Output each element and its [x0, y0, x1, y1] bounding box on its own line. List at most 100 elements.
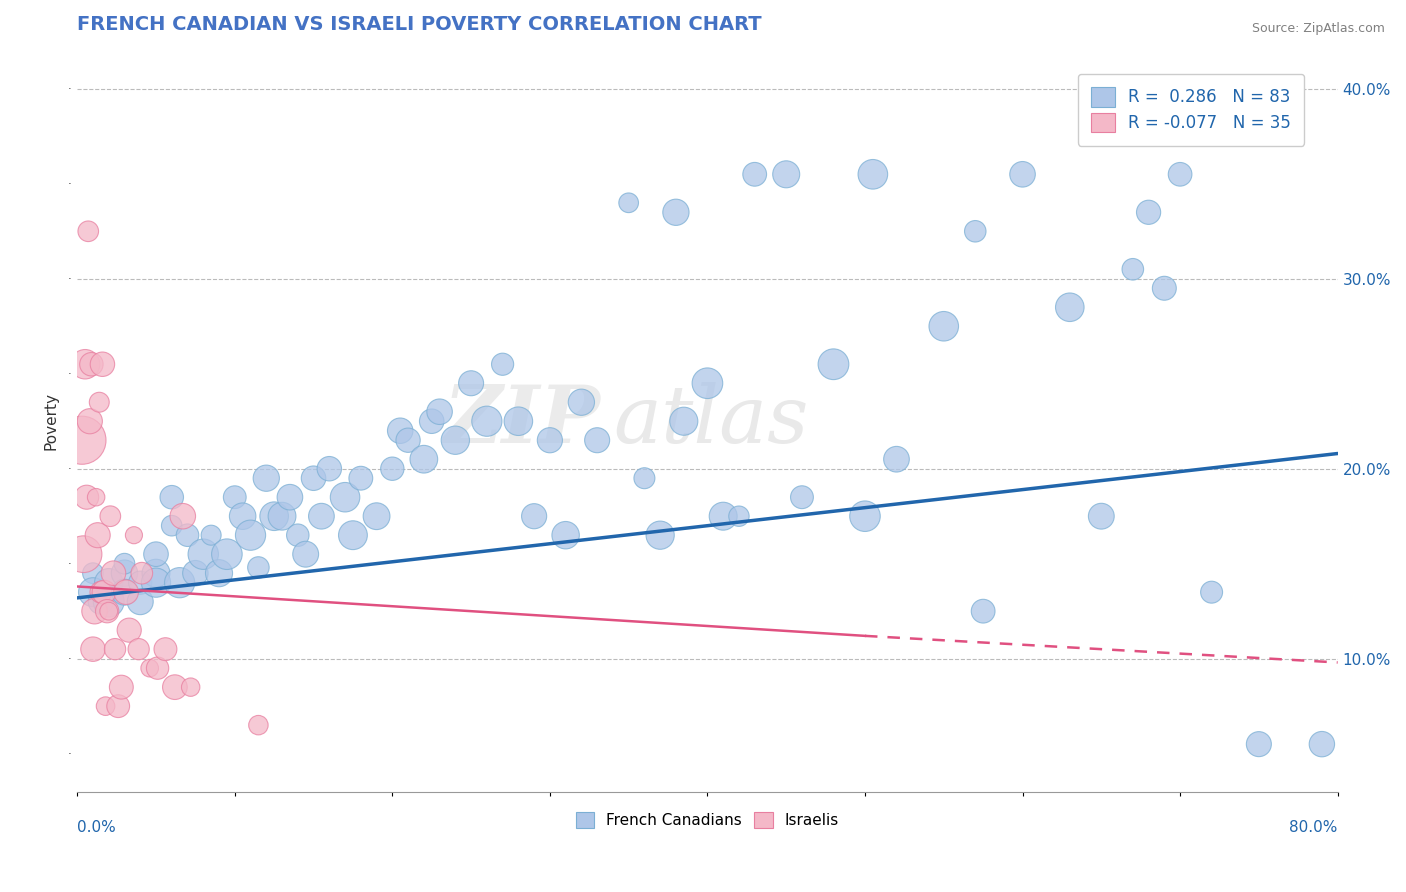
Point — [155, 642, 177, 657]
Point — [1059, 300, 1081, 314]
Point — [128, 642, 150, 657]
Point — [93, 585, 115, 599]
Point — [1137, 205, 1160, 219]
Point — [169, 575, 191, 590]
Point — [650, 528, 672, 542]
Point — [853, 509, 876, 524]
Point — [97, 595, 120, 609]
Point — [82, 566, 104, 581]
Point — [311, 509, 333, 524]
Point — [1153, 281, 1175, 295]
Point — [508, 414, 530, 428]
Point — [1168, 167, 1191, 181]
Point — [72, 547, 94, 561]
Point — [633, 471, 655, 485]
Point — [790, 490, 813, 504]
Legend: French Canadians, Israelis: French Canadians, Israelis — [568, 805, 846, 836]
Point — [180, 680, 202, 694]
Point — [823, 357, 845, 371]
Point — [586, 434, 609, 448]
Point — [1122, 262, 1144, 277]
Point — [333, 490, 356, 504]
Point — [103, 566, 125, 581]
Point — [247, 560, 270, 574]
Point — [318, 461, 340, 475]
Point — [294, 547, 316, 561]
Point — [193, 547, 215, 561]
Point — [76, 490, 98, 504]
Point — [538, 434, 561, 448]
Point — [444, 434, 467, 448]
Point — [145, 575, 167, 590]
Point — [1090, 509, 1112, 524]
Point — [412, 452, 434, 467]
Point — [82, 585, 104, 599]
Point — [114, 566, 136, 581]
Point — [1011, 167, 1033, 181]
Point — [160, 490, 183, 504]
Point — [145, 566, 167, 581]
Point — [1201, 585, 1223, 599]
Point — [200, 528, 222, 542]
Point — [862, 167, 884, 181]
Point — [208, 566, 231, 581]
Point — [420, 414, 443, 428]
Point — [429, 405, 451, 419]
Point — [145, 547, 167, 561]
Point — [696, 376, 718, 391]
Point — [932, 319, 955, 334]
Point — [366, 509, 388, 524]
Point — [396, 434, 419, 448]
Point — [129, 575, 152, 590]
Point — [138, 661, 160, 675]
Point — [278, 490, 301, 504]
Point — [129, 595, 152, 609]
Point — [1247, 737, 1270, 751]
Point — [80, 357, 103, 371]
Text: Source: ZipAtlas.com: Source: ZipAtlas.com — [1251, 22, 1385, 36]
Point — [350, 471, 373, 485]
Point — [114, 557, 136, 571]
Point — [70, 434, 93, 448]
Point — [302, 471, 325, 485]
Point — [94, 699, 117, 714]
Point — [83, 604, 105, 618]
Point — [287, 528, 309, 542]
Point — [176, 528, 198, 542]
Point — [239, 528, 262, 542]
Point — [91, 357, 114, 371]
Point — [90, 595, 112, 609]
Point — [775, 167, 797, 181]
Point — [97, 575, 120, 590]
Point — [271, 509, 294, 524]
Point — [389, 424, 412, 438]
Point — [84, 490, 107, 504]
Point — [1310, 737, 1333, 751]
Point — [232, 509, 254, 524]
Point — [215, 547, 238, 561]
Text: ZIP: ZIP — [443, 383, 600, 460]
Point — [122, 528, 145, 542]
Text: atlas: atlas — [613, 383, 808, 460]
Point — [146, 661, 169, 675]
Point — [475, 414, 498, 428]
Point — [172, 509, 194, 524]
Point — [665, 205, 688, 219]
Point — [118, 623, 141, 637]
Point — [728, 509, 751, 524]
Point — [163, 680, 186, 694]
Point — [523, 509, 546, 524]
Point — [617, 195, 640, 210]
Point — [115, 585, 138, 599]
Point — [89, 395, 111, 409]
Point — [263, 509, 285, 524]
Point — [98, 509, 121, 524]
Point — [90, 585, 112, 599]
Point — [972, 604, 994, 618]
Point — [82, 642, 104, 657]
Point — [711, 509, 734, 524]
Point — [114, 585, 136, 599]
Text: FRENCH CANADIAN VS ISRAELI POVERTY CORRELATION CHART: FRENCH CANADIAN VS ISRAELI POVERTY CORRE… — [77, 15, 762, 34]
Text: 80.0%: 80.0% — [1289, 821, 1337, 836]
Point — [247, 718, 270, 732]
